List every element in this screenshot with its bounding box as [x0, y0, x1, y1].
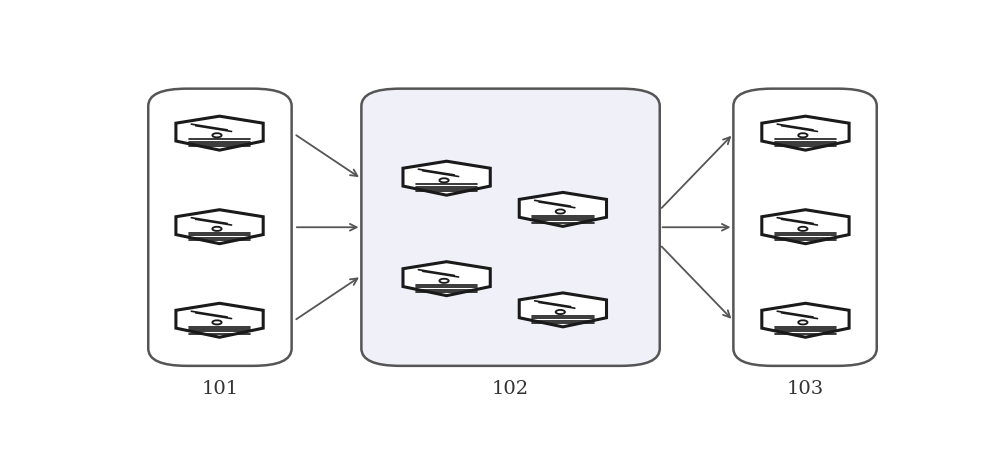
Text: 103: 103 [786, 380, 824, 398]
Text: 102: 102 [492, 380, 529, 398]
Polygon shape [519, 193, 607, 226]
Circle shape [212, 320, 222, 324]
Polygon shape [403, 161, 490, 195]
Circle shape [798, 133, 808, 137]
Polygon shape [176, 303, 263, 337]
Polygon shape [403, 262, 490, 296]
Polygon shape [762, 116, 849, 150]
Polygon shape [762, 303, 849, 337]
Circle shape [556, 310, 565, 314]
FancyBboxPatch shape [148, 89, 292, 366]
Polygon shape [176, 210, 263, 244]
Polygon shape [762, 210, 849, 244]
FancyBboxPatch shape [361, 89, 660, 366]
Circle shape [556, 209, 565, 214]
Circle shape [439, 178, 449, 182]
Circle shape [798, 320, 808, 324]
Circle shape [212, 133, 222, 137]
FancyBboxPatch shape [733, 89, 877, 366]
Polygon shape [519, 293, 607, 327]
Polygon shape [176, 116, 263, 150]
Text: 101: 101 [201, 380, 239, 398]
Circle shape [798, 227, 808, 231]
Circle shape [439, 279, 449, 283]
Circle shape [212, 227, 222, 231]
